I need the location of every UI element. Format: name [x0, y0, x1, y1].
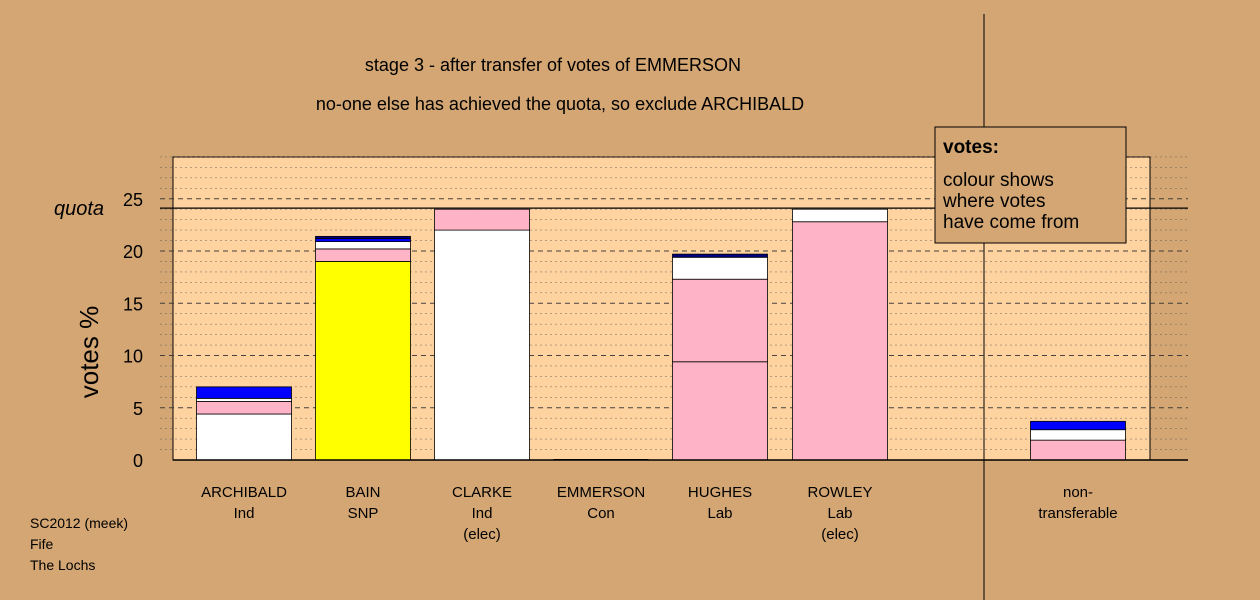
bar-segment [792, 208, 888, 223]
category-label: EMMERSON [557, 484, 645, 501]
bar-segment [1030, 439, 1126, 461]
bar-segment [434, 229, 530, 461]
y-tick-label: 15 [123, 294, 143, 314]
footer-line-3: The Lochs [30, 557, 95, 573]
bar-segment [315, 238, 411, 242]
footer-notes: SC2012 (meek) Fife The Lochs [30, 515, 128, 573]
y-axis-label: votes % [74, 306, 104, 399]
y-tick-label: 25 [123, 190, 143, 210]
category-label: CLARKE [452, 484, 512, 501]
category-labels: ARCHIBALD Ind BAIN SNP CLARKE Ind (elec) EMMERS… [201, 484, 1118, 543]
category-label: (elec) [463, 526, 501, 543]
bar-segment [315, 248, 411, 262]
legend-title: votes: [943, 137, 999, 158]
bar-segment [672, 278, 768, 363]
category-label: transferable [1038, 505, 1117, 522]
legend-line-3: have come from [943, 212, 1079, 233]
category-label: SNP [348, 505, 379, 522]
legend-line-2: where votes [942, 191, 1045, 212]
category-label: BAIN [345, 484, 380, 501]
category-label: Con [587, 505, 615, 522]
bar-segment [672, 256, 768, 280]
legend-frame [934, 126, 1127, 244]
category-label: Ind [234, 505, 255, 522]
bar-segment [1030, 420, 1126, 431]
chart-title: stage 3 - after transfer of votes of EMM… [365, 55, 741, 75]
bar-segment [315, 261, 411, 461]
category-label: HUGHES [688, 484, 752, 501]
category-label: Ind [472, 505, 493, 522]
footer-line-2: Fife [30, 536, 54, 552]
bar-segment [672, 253, 768, 258]
bar-segment [315, 235, 411, 239]
y-axis-ticks: 0 5 10 15 20 25 [123, 190, 143, 471]
bar-segment [196, 386, 292, 399]
category-label: Lab [827, 505, 852, 522]
category-label: (elec) [821, 526, 859, 543]
bar-segment [434, 208, 530, 231]
category-label: ARCHIBALD [201, 484, 287, 501]
category-label: non- [1063, 484, 1093, 501]
category-label: ROWLEY [807, 484, 872, 501]
bar-segment [672, 361, 768, 461]
bar-segment [196, 397, 292, 402]
legend-line-1: colour shows [943, 170, 1054, 191]
y-tick-label: 0 [133, 451, 143, 471]
chart-subtitle: no-one else has achieved the quota, so e… [316, 94, 804, 114]
quota-label: quota [54, 198, 104, 220]
bar-segment [196, 401, 292, 415]
legend-box: votes: colour shows where votes have com… [934, 126, 1127, 244]
y-tick-label: 10 [123, 347, 143, 367]
y-tick-label: 20 [123, 242, 143, 262]
bar-segment [792, 221, 888, 461]
bars [196, 208, 1126, 461]
bar-segment [315, 241, 411, 250]
bar-segment [1030, 429, 1126, 441]
y-tick-label: 5 [133, 399, 143, 419]
footer-line-1: SC2012 (meek) [30, 515, 128, 531]
bar-segment [196, 413, 292, 461]
category-label: Lab [707, 505, 732, 522]
